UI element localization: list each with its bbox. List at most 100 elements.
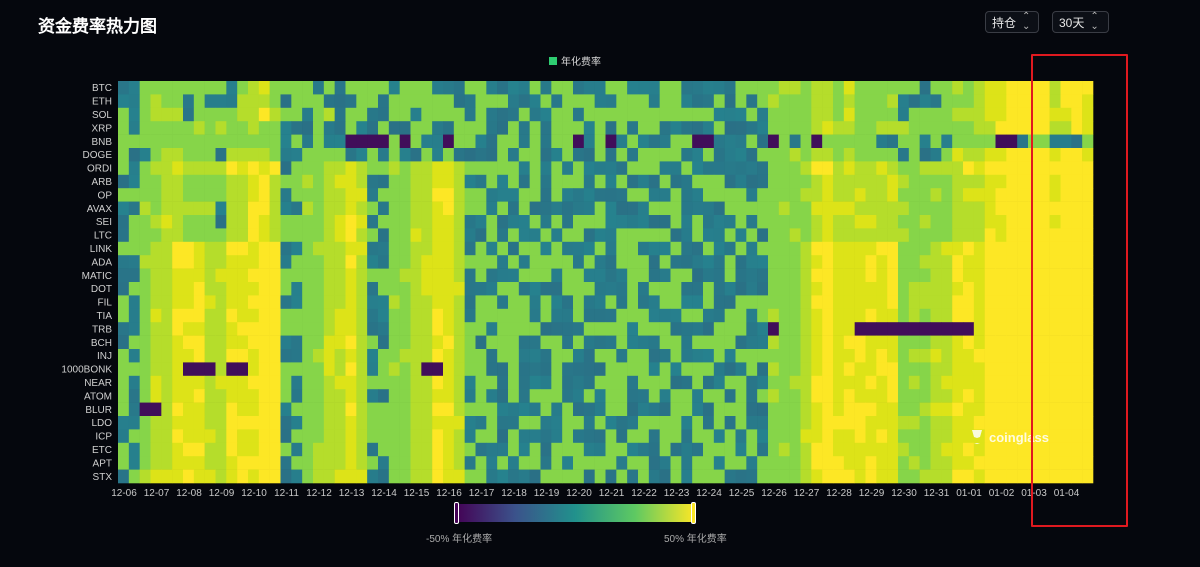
- heatmap-cell[interactable]: [984, 161, 996, 176]
- heatmap-cell[interactable]: [399, 174, 411, 189]
- heatmap-cell[interactable]: [1038, 107, 1050, 122]
- heatmap-cell[interactable]: [724, 456, 736, 470]
- heatmap-cell[interactable]: [659, 228, 671, 243]
- heatmap-cell[interactable]: [627, 241, 639, 256]
- heatmap-cell[interactable]: [963, 174, 975, 189]
- heatmap-cell[interactable]: [789, 255, 801, 269]
- heatmap-cell[interactable]: [237, 148, 249, 162]
- heatmap-cell[interactable]: [432, 362, 444, 377]
- heatmap-cell[interactable]: [421, 255, 433, 269]
- heatmap-cell[interactable]: [183, 349, 195, 363]
- colorbar-max-handle[interactable]: [691, 502, 696, 524]
- heatmap-cell[interactable]: [464, 148, 476, 162]
- colorbar-min-handle[interactable]: [454, 502, 459, 524]
- heatmap-cell[interactable]: [529, 469, 541, 484]
- heatmap-cell[interactable]: [757, 121, 769, 135]
- heatmap-cell[interactable]: [562, 134, 574, 149]
- heatmap-cell[interactable]: [291, 362, 303, 377]
- heatmap-cell[interactable]: [735, 335, 747, 350]
- heatmap-cell[interactable]: [1028, 268, 1040, 283]
- heatmap-cell[interactable]: [269, 268, 281, 283]
- heatmap-cell[interactable]: [746, 241, 758, 256]
- heatmap-cell[interactable]: [941, 81, 953, 95]
- heatmap-cell[interactable]: [529, 174, 541, 189]
- heatmap-cell[interactable]: [1049, 402, 1061, 417]
- heatmap-cell[interactable]: [139, 335, 151, 350]
- heatmap-cell[interactable]: [334, 389, 346, 403]
- heatmap-cell[interactable]: [464, 456, 476, 470]
- heatmap-cell[interactable]: [833, 161, 845, 176]
- heatmap-cell[interactable]: [508, 107, 520, 122]
- heatmap-cell[interactable]: [952, 188, 964, 202]
- heatmap-cell[interactable]: [378, 228, 390, 243]
- heatmap-cell[interactable]: [323, 201, 335, 216]
- heatmap-cell[interactable]: [508, 215, 520, 229]
- heatmap-cell[interactable]: [616, 389, 628, 403]
- heatmap-cell[interactable]: [508, 389, 520, 403]
- heatmap-cell[interactable]: [898, 402, 910, 417]
- heatmap-cell[interactable]: [789, 282, 801, 296]
- heatmap-cell[interactable]: [713, 308, 725, 323]
- heatmap-cell[interactable]: [1071, 134, 1083, 149]
- heatmap-cell[interactable]: [464, 416, 476, 430]
- heatmap-cell[interactable]: [648, 295, 660, 310]
- heatmap-cell[interactable]: [638, 94, 650, 109]
- heatmap-cell[interactable]: [150, 429, 162, 444]
- heatmap-cell[interactable]: [367, 416, 379, 430]
- heatmap-cell[interactable]: [248, 268, 260, 283]
- heatmap-cell[interactable]: [757, 215, 769, 229]
- heatmap-cell[interactable]: [139, 429, 151, 444]
- heatmap-cell[interactable]: [898, 429, 910, 444]
- heatmap-cell[interactable]: [453, 228, 465, 243]
- heatmap-cell[interactable]: [1049, 255, 1061, 269]
- heatmap-cell[interactable]: [518, 201, 530, 216]
- heatmap-cell[interactable]: [356, 228, 368, 243]
- heatmap-cell[interactable]: [854, 282, 866, 296]
- heatmap-cell[interactable]: [345, 188, 357, 202]
- heatmap-cell[interactable]: [367, 429, 379, 444]
- heatmap-cell[interactable]: [248, 121, 260, 135]
- heatmap-cell[interactable]: [497, 161, 509, 176]
- heatmap-cell[interactable]: [692, 107, 704, 122]
- heatmap-cell[interactable]: [594, 362, 606, 377]
- heatmap-cell[interactable]: [887, 362, 899, 377]
- heatmap-cell[interactable]: [583, 282, 595, 296]
- heatmap-cell[interactable]: [258, 416, 270, 430]
- heatmap-cell[interactable]: [692, 241, 704, 256]
- heatmap-cell[interactable]: [605, 228, 617, 243]
- heatmap-cell[interactable]: [768, 134, 780, 149]
- heatmap-cell[interactable]: [1082, 148, 1094, 162]
- heatmap-cell[interactable]: [269, 107, 281, 122]
- heatmap-cell[interactable]: [248, 241, 260, 256]
- heatmap-cell[interactable]: [692, 402, 704, 417]
- heatmap-cell[interactable]: [529, 161, 541, 176]
- heatmap-cell[interactable]: [453, 148, 465, 162]
- heatmap-cell[interactable]: [854, 322, 866, 336]
- heatmap-cell[interactable]: [345, 389, 357, 403]
- heatmap-cell[interactable]: [432, 201, 444, 216]
- heatmap-cell[interactable]: [735, 469, 747, 484]
- heatmap-cell[interactable]: [150, 148, 162, 162]
- heatmap-cell[interactable]: [627, 174, 639, 189]
- heatmap-cell[interactable]: [183, 308, 195, 323]
- heatmap-cell[interactable]: [973, 121, 985, 135]
- heatmap-cell[interactable]: [139, 174, 151, 189]
- heatmap-cell[interactable]: [919, 456, 931, 470]
- heatmap-cell[interactable]: [237, 349, 249, 363]
- heatmap-cell[interactable]: [313, 282, 325, 296]
- heatmap-cell[interactable]: [854, 215, 866, 229]
- heatmap-cell[interactable]: [1006, 107, 1018, 122]
- heatmap-cell[interactable]: [659, 349, 671, 363]
- heatmap-cell[interactable]: [713, 94, 725, 109]
- heatmap-cell[interactable]: [1082, 362, 1094, 377]
- heatmap-cell[interactable]: [746, 268, 758, 283]
- heatmap-cell[interactable]: [139, 349, 151, 363]
- heatmap-cell[interactable]: [518, 335, 530, 350]
- heatmap-cell[interactable]: [833, 174, 845, 189]
- heatmap-cell[interactable]: [995, 148, 1007, 162]
- heatmap-cell[interactable]: [118, 308, 130, 323]
- heatmap-cell[interactable]: [952, 308, 964, 323]
- heatmap-cell[interactable]: [562, 121, 574, 135]
- heatmap-cell[interactable]: [605, 362, 617, 377]
- heatmap-cell[interactable]: [887, 148, 899, 162]
